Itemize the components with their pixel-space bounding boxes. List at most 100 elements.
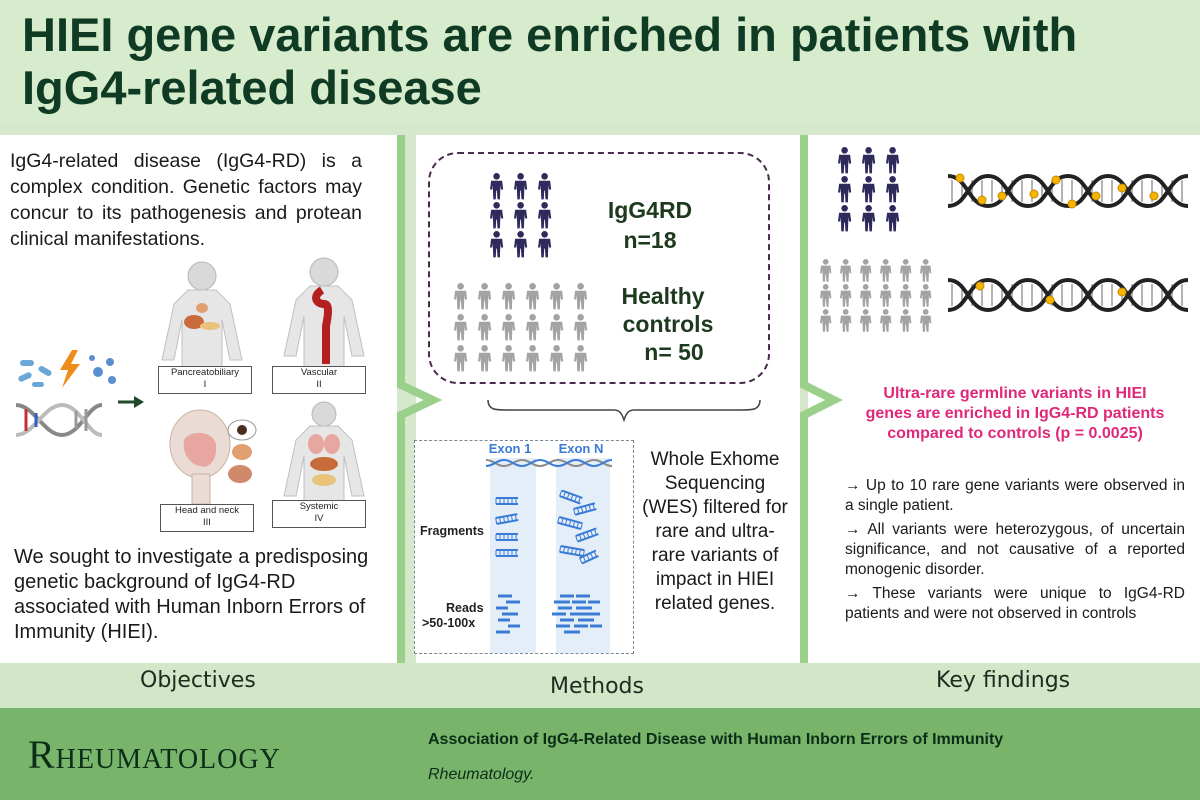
organ-label-name: Vascular — [300, 367, 338, 378]
person-icon — [880, 259, 892, 282]
person-icon — [838, 147, 852, 174]
organ-label-systemic: Systemic IV — [272, 500, 366, 528]
person-icon — [550, 314, 564, 341]
controls-label-1: Healthy — [621, 283, 705, 309]
finding-bullet: → All variants were heterozygous, of unc… — [845, 521, 1185, 578]
controls-count: n= 50 — [644, 339, 704, 365]
reads-depth-label: >50-100x — [422, 616, 476, 630]
organ-label-num: IV — [314, 513, 324, 524]
finding-bullet: → Up to 10 rare gene variants were obser… — [845, 477, 1185, 514]
person-icon — [502, 345, 516, 372]
organ-label-name: Systemic — [299, 501, 339, 512]
organ-label-num: III — [203, 517, 211, 528]
person-icon — [574, 314, 588, 341]
objectives-panel — [0, 135, 397, 663]
person-icon — [860, 309, 872, 332]
body-systemic-figure — [283, 401, 365, 505]
triggers-icon — [18, 350, 116, 388]
article-title: Association of IgG4-Related Disease with… — [428, 731, 1004, 748]
person-icon — [840, 284, 852, 307]
arrow-right-icon — [118, 396, 144, 408]
person-icon — [862, 147, 876, 174]
person-icon — [862, 176, 876, 203]
patients-label: IgG4RD — [607, 197, 693, 223]
person-icon — [880, 284, 892, 307]
person-icon — [840, 309, 852, 332]
header: HIEI gene variants are enriched in patie… — [0, 0, 1200, 125]
key-finding-headline: Ultra-rare germline variants in HIEI gen… — [865, 385, 1165, 442]
patient-figures — [490, 173, 552, 258]
person-icon — [840, 259, 852, 282]
person-icon — [454, 345, 468, 372]
section-label-bar — [0, 663, 1200, 708]
footer — [0, 708, 1200, 800]
person-icon — [454, 283, 468, 310]
person-icon — [502, 314, 516, 341]
person-icon — [538, 173, 552, 200]
controls-label-2: controls — [622, 311, 714, 337]
organ-label-name: Pancreatobiliary — [170, 367, 240, 378]
person-icon — [860, 259, 872, 282]
fragments-icon — [495, 490, 599, 565]
body-head-neck-figure — [169, 409, 257, 504]
person-icon — [900, 259, 912, 282]
organ-label-num: II — [316, 379, 322, 390]
findings-panel — [808, 135, 1200, 663]
journal-logo: Rheumatology — [28, 731, 281, 778]
organ-label-vascular: Vascular II — [272, 366, 366, 394]
person-icon — [454, 314, 468, 341]
person-icon — [900, 284, 912, 307]
genome-strand-icon — [485, 458, 613, 468]
organ-label-name: Head and neck — [175, 505, 239, 516]
dna-icon — [15, 402, 103, 438]
body-vascular-figure — [283, 257, 365, 368]
person-icon — [502, 283, 516, 310]
article-journal: Rheumatology. — [428, 766, 535, 783]
wes-description: Whole Exhome Sequencing (WES) filtered f… — [642, 449, 788, 614]
exon1-label: Exon 1 — [488, 441, 532, 456]
patient-dna-icon — [947, 173, 1189, 209]
organ-label-head-neck: Head and neck III — [160, 504, 254, 532]
person-icon — [490, 173, 504, 200]
person-icon — [478, 314, 492, 341]
person-icon — [820, 309, 832, 332]
person-icon — [514, 231, 528, 258]
person-icon — [526, 283, 540, 310]
person-icon — [490, 202, 504, 229]
reads-icon — [496, 594, 602, 634]
person-icon — [886, 205, 900, 232]
person-icon — [920, 284, 932, 307]
person-icon — [550, 345, 564, 372]
person-icon — [550, 283, 564, 310]
person-icon — [526, 314, 540, 341]
person-icon — [514, 202, 528, 229]
page-title: HIEI gene variants are enriched in patie… — [22, 8, 1078, 114]
person-icon — [526, 345, 540, 372]
person-icon — [900, 309, 912, 332]
person-icon — [860, 284, 872, 307]
objective-statement: We sought to investigate a predisposing … — [14, 546, 369, 643]
journal-logo-text: Rheumatology — [28, 732, 281, 777]
person-icon — [574, 345, 588, 372]
person-icon — [920, 259, 932, 282]
finding-bullet: → These variants were unique to IgG4-RD … — [845, 585, 1185, 622]
person-icon — [514, 173, 528, 200]
patients-count: n=18 — [623, 227, 677, 253]
person-icon — [886, 147, 900, 174]
control-figures — [454, 283, 588, 372]
section-label-objectives: Objectives — [140, 668, 256, 693]
person-icon — [478, 283, 492, 310]
person-icon — [538, 231, 552, 258]
person-icon — [886, 176, 900, 203]
person-icon — [820, 259, 832, 282]
fragments-label: Fragments — [420, 524, 484, 538]
control-dna-icon — [947, 277, 1189, 313]
person-icon — [838, 176, 852, 203]
person-icon — [490, 231, 504, 258]
bracket-icon — [487, 399, 761, 422]
person-icon — [478, 345, 492, 372]
person-icon — [574, 283, 588, 310]
section-label-key-findings: Key findings — [936, 668, 1071, 693]
cohort-box — [428, 152, 770, 384]
intro-text: IgG4-related disease (IgG4-RD) is a comp… — [10, 150, 362, 250]
